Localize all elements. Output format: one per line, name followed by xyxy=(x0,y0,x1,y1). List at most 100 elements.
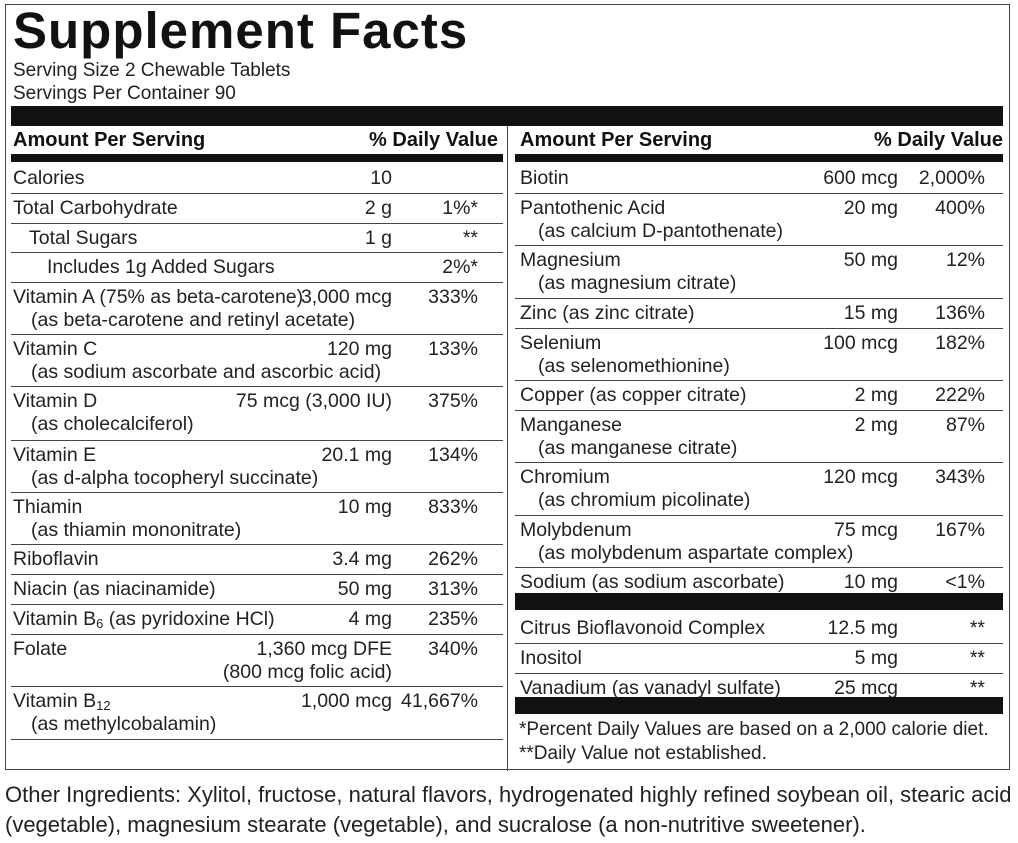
row-separator xyxy=(11,686,503,687)
nutrient-name: Inositol xyxy=(520,647,582,669)
nutrient-source: (as sodium ascorbate and ascorbic acid) xyxy=(31,361,382,383)
nutrient-daily-value: 133% xyxy=(428,338,478,360)
nutrient-name: Pantothenic Acid xyxy=(520,197,666,219)
row-separator xyxy=(515,380,1003,381)
nutrient-daily-value: ** xyxy=(969,647,985,669)
nutrient-daily-value: 222% xyxy=(935,384,985,406)
nutrient-source: (as calcium D-pantothenate) xyxy=(538,220,783,242)
nutrient-amount: 2 mg xyxy=(854,414,898,436)
servings-per-container: Servings Per Container 90 xyxy=(13,83,236,104)
left-header-rule xyxy=(11,154,503,162)
nutrient-daily-value: 182% xyxy=(935,332,985,354)
nutrient-name: Total Sugars xyxy=(29,227,138,249)
nutrient-daily-value: 1%* xyxy=(442,197,478,219)
daily-value-label: % Daily Value xyxy=(874,128,1003,151)
nutrient-amount: 75 mcg xyxy=(834,519,898,541)
nutrient-source: (as beta-carotene and retinyl acetate) xyxy=(31,309,356,331)
nutrient-row: Folate (800 mcg folic acid) 1,360 mcg DFE 3… xyxy=(6,634,1006,683)
nutrient-daily-value: 400% xyxy=(935,197,985,219)
nutrient-row: Riboflavin 3.4 mg 262% xyxy=(6,544,1006,574)
nutrient-amount: 10 mg xyxy=(337,496,392,518)
row-separator xyxy=(11,282,503,283)
nutrient-row: Biotin 600 mcg 2,000% xyxy=(6,163,1006,193)
row-separator xyxy=(11,193,503,194)
nutrient-amount: 3,000 mcg xyxy=(300,286,392,308)
nutrient-name: Copper (as copper citrate) xyxy=(520,384,747,406)
nutrient-source: (as molybdenum aspartate complex) xyxy=(538,542,854,564)
nutrient-name: Vitamin E xyxy=(13,444,97,466)
nutrient-source: (as cholecalciferol) xyxy=(31,413,194,435)
row-separator xyxy=(515,673,1003,674)
nutrient-row: Includes 1g Added Sugars 2%* xyxy=(6,252,1006,282)
nutrient-amount: 3.4 mg xyxy=(332,548,392,570)
row-separator xyxy=(11,440,503,441)
row-separator xyxy=(11,252,503,253)
nutrient-row: Thiamin (as thiamin mononitrate) 10 mg 833% xyxy=(6,492,1006,541)
nutrient-amount: 100 mcg xyxy=(823,332,898,354)
nutrient-daily-value: 262% xyxy=(428,548,478,570)
nutrient-daily-value: 333% xyxy=(428,286,478,308)
nutrient-daily-value: 134% xyxy=(428,444,478,466)
row-separator xyxy=(11,634,503,635)
nutrient-row: Vitamin B6 (as pyridoxine HCl) 4 mg 235% xyxy=(6,604,1006,634)
footnote-not-established: **Daily Value not established. xyxy=(519,743,767,764)
nutrient-source: (as selenomethionine) xyxy=(538,355,730,377)
row-separator xyxy=(11,334,503,335)
nutrient-name: Riboflavin xyxy=(13,548,99,570)
nutrient-amount: 25 mcg xyxy=(834,677,898,699)
nutrient-name: Citrus Bioflavonoid Complex xyxy=(520,617,765,639)
nutrient-row: Inositol 5 mg ** xyxy=(6,643,1006,673)
nutrient-source: (800 mcg folic acid) xyxy=(222,661,392,683)
other-ingredients-line-2: (vegetable), magnesium stearate (vegetab… xyxy=(5,812,866,837)
nutrient-daily-value: 833% xyxy=(428,496,478,518)
serving-size: Serving Size 2 Chewable Tablets xyxy=(13,60,291,81)
nutrient-name: Zinc (as zinc citrate) xyxy=(520,302,695,324)
nutrient-amount: 50 mg xyxy=(843,249,898,271)
row-separator xyxy=(515,298,1003,299)
nutrient-name: Folate xyxy=(13,638,68,660)
nutrient-daily-value: 12% xyxy=(945,249,985,271)
header-divider-bar xyxy=(11,106,1003,126)
nutrient-name: Vitamin D xyxy=(13,390,98,412)
nutrient-daily-value: 2,000% xyxy=(918,167,985,189)
column-divider xyxy=(507,126,508,771)
nutrient-name: Calories xyxy=(13,167,85,189)
nutrient-amount: 1,360 mcg DFE xyxy=(256,638,392,660)
nutrient-row: Vanadium (as vanadyl sulfate) 25 mcg ** xyxy=(6,673,1006,703)
nutrient-name: Includes 1g Added Sugars xyxy=(47,256,275,278)
nutrient-row: Magnesium (as magnesium citrate) 50 mg 12% xyxy=(6,245,1006,294)
nutrient-name: Chromium xyxy=(520,466,610,488)
nutrient-daily-value: 2%* xyxy=(442,256,478,278)
nutrient-row: Selenium (as selenomethionine) 100 mcg 182% xyxy=(6,328,1006,377)
row-separator xyxy=(11,223,503,224)
table-bottom-rule xyxy=(11,739,503,740)
nutrient-amount: 20 mg xyxy=(843,197,898,219)
row-separator xyxy=(515,410,1003,411)
row-separator xyxy=(11,574,503,575)
nutrient-row: Copper (as copper citrate) 2 mg 222% xyxy=(6,380,1006,410)
nutrient-amount: 75 mcg (3,000 IU) xyxy=(235,390,392,412)
nutrient-daily-value: 87% xyxy=(945,414,985,436)
nutrient-name-prefix: Vitamin B xyxy=(13,608,97,630)
nutrient-name: Sodium (as sodium ascorbate) xyxy=(520,571,785,593)
other-ingredients: Other Ingredients: Xylitol, fructose, na… xyxy=(5,780,1011,840)
nutrient-daily-value: 340% xyxy=(428,638,478,660)
nutrient-amount: 1 g xyxy=(364,227,392,249)
nutrient-row: Total Carbohydrate 2 g 1%* xyxy=(6,193,1006,223)
row-separator xyxy=(515,567,1003,568)
nutrient-name-suffix: (as pyridoxine HCl) xyxy=(103,608,275,630)
nutrient-amount: 1,000 mcg xyxy=(300,690,392,712)
nutrient-amount: 10 mg xyxy=(843,571,898,593)
nutrient-row: Manganese (as manganese citrate) 2 mg 87% xyxy=(6,410,1006,459)
left-column-header: Amount Per Serving % Daily Value xyxy=(13,126,498,154)
amount-per-serving-label: Amount Per Serving xyxy=(520,128,713,151)
nutrient-row: Total Sugars 1 g ** xyxy=(6,223,1006,253)
supplement-facts-panel: Supplement Facts Serving Size 2 Chewable… xyxy=(5,2,1010,771)
nutrient-source: (as d-alpha tocopheryl succinate) xyxy=(31,467,319,489)
nutrient-amount: 120 mg xyxy=(326,338,392,360)
nutrient-row: Pantothenic Acid (as calcium D-pantothena… xyxy=(6,193,1006,242)
nutrient-amount: 2 mg xyxy=(854,384,898,406)
nutrient-row: Sodium (as sodium ascorbate) 10 mg <1% xyxy=(6,567,1006,597)
nutrient-name: Manganese xyxy=(520,414,622,436)
nutrient-row: Vitamin C (as sodium ascorbate and ascorb… xyxy=(6,334,1006,383)
